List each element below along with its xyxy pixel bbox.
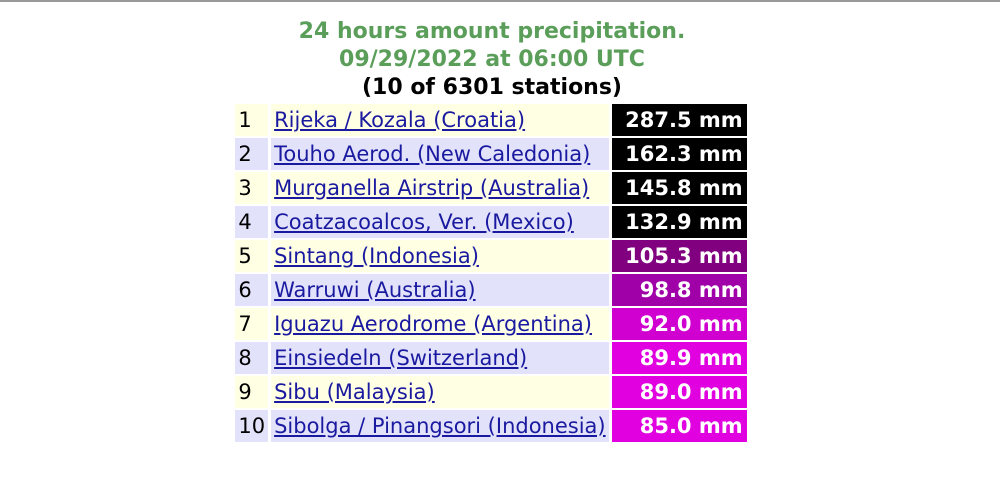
ranking-table: 1 Rijeka / Kozala (Croatia) 287.5 mm 2 Touho… [232,102,749,444]
station-cell: Sibu (Malaysia) [271,376,609,408]
rank-cell: 10 [235,410,269,442]
table-row: 1 Rijeka / Kozala (Croatia) 287.5 mm [235,104,747,136]
rank-cell: 1 [235,104,269,136]
rank-cell: 4 [235,206,269,238]
station-cell: Touho Aerod. (New Caledonia) [271,138,609,170]
station-cell: Murganella Airstrip (Australia) [271,172,609,204]
station-cell: Iguazu Aerodrome (Argentina) [271,308,609,340]
amount-cell: 85.0 mm [611,410,747,442]
station-link[interactable]: Einsiedeln (Switzerland) [274,346,528,370]
table-row: 7 Iguazu Aerodrome (Argentina) 92.0 mm [235,308,747,340]
amount-cell: 287.5 mm [611,104,747,136]
subtitle: 09/29/2022 at 06:00 UTC [339,47,645,72]
table-row: 2 Touho Aerod. (New Caledonia) 162.3 mm [235,138,747,170]
rank-cell: 7 [235,308,269,340]
amount-cell: 105.3 mm [611,240,747,272]
table-row: 5 Sintang (Indonesia) 105.3 mm [235,240,747,272]
amount-cell: 89.0 mm [611,376,747,408]
station-link[interactable]: Sibu (Malaysia) [274,380,435,404]
station-cell: Warruwi (Australia) [271,274,609,306]
rank-cell: 2 [235,138,269,170]
station-link[interactable]: Sintang (Indonesia) [274,244,479,268]
station-link[interactable]: Coatzacoalcos, Ver. (Mexico) [274,210,574,234]
station-cell: Coatzacoalcos, Ver. (Mexico) [271,206,609,238]
station-link[interactable]: Touho Aerod. (New Caledonia) [274,142,591,166]
table-row: 3 Murganella Airstrip (Australia) 145.8 mm [235,172,747,204]
amount-cell: 89.9 mm [611,342,747,374]
station-link[interactable]: Murganella Airstrip (Australia) [274,176,590,200]
table-row: 9 Sibu (Malaysia) 89.0 mm [235,376,747,408]
rank-cell: 9 [235,376,269,408]
rank-cell: 3 [235,172,269,204]
header: 24 hours amount precipitation. 09/29/202… [0,18,1000,102]
station-cell: Rijeka / Kozala (Croatia) [271,104,609,136]
station-cell: Einsiedeln (Switzerland) [271,342,609,374]
table-row: 4 Coatzacoalcos, Ver. (Mexico) 132.9 mm [235,206,747,238]
table-row: 10 Sibolga / Pinangsori (Indonesia) 85.0 m… [235,410,747,442]
amount-cell: 132.9 mm [611,206,747,238]
title: 24 hours amount precipitation. [298,19,686,44]
table-row: 6 Warruwi (Australia) 98.8 mm [235,274,747,306]
amount-cell: 92.0 mm [611,308,747,340]
rank-cell: 8 [235,342,269,374]
amount-cell: 98.8 mm [611,274,747,306]
table-row: 8 Einsiedeln (Switzerland) 89.9 mm [235,342,747,374]
station-link[interactable]: Iguazu Aerodrome (Argentina) [274,312,592,336]
station-count: (10 of 6301 stations) [361,75,622,100]
station-cell: Sibolga / Pinangsori (Indonesia) [271,410,609,442]
amount-cell: 162.3 mm [611,138,747,170]
rank-cell: 6 [235,274,269,306]
station-link[interactable]: Sibolga / Pinangsori (Indonesia) [274,414,606,438]
station-link[interactable]: Rijeka / Kozala (Croatia) [274,108,526,132]
station-link[interactable]: Warruwi (Australia) [274,278,476,302]
amount-cell: 145.8 mm [611,172,747,204]
rank-cell: 5 [235,240,269,272]
station-cell: Sintang (Indonesia) [271,240,609,272]
